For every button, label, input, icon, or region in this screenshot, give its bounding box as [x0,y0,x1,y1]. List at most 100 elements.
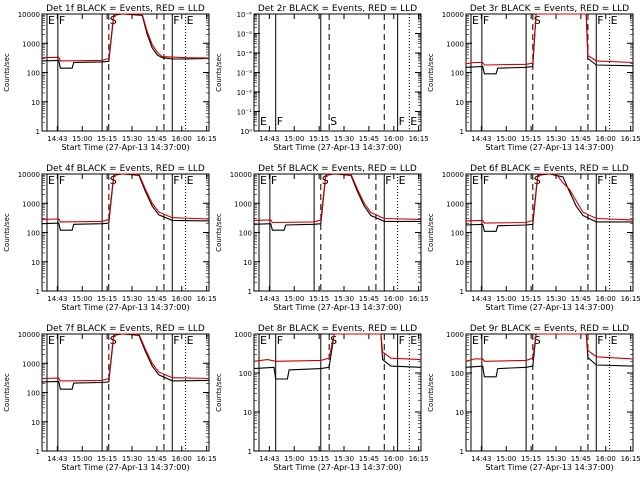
x-tick-label: 15:45 [571,455,591,463]
x-tick-label: 14:43 [471,455,491,463]
y-tick-label: 10 [31,259,40,267]
panel-5: Det 5f BLACK = Events, RED = LLD Counts/s… [215,164,429,312]
chart-title: Det 5f BLACK = Events, RED = LLD [258,164,417,174]
phase-marker-label: F [597,334,603,347]
x-tick-label: 15:00 [284,135,304,143]
y-tick-label: 10⁻⁶ [237,11,253,19]
plot-frame [41,333,210,452]
y-tick-label: 100 [27,390,40,398]
x-tick-label: 14:43 [259,295,279,303]
y-tick-label: 10000 [18,331,40,339]
phase-marker-label: E [472,174,479,187]
plot-frame [41,13,210,132]
x-tick-label: 15:45 [147,455,167,463]
plot-frame [465,13,634,132]
chart-title: Det 3r BLACK = Events, RED = LLD [470,4,629,14]
phase-marker-label: F [271,174,277,187]
x-axis-label: Start Time (27-Apr-13 14:37:00) [485,303,613,312]
phase-marker-label: E [187,14,194,27]
events-series-line [41,13,210,69]
x-tick-label: 15:00 [284,455,304,463]
phase-marker-label: F [277,115,283,128]
x-axis-label: Start Time (27-Apr-13 14:37:00) [61,143,189,152]
y-tick-label: 10000 [442,171,464,179]
y-tick-label: 1000 [234,200,252,208]
y-tick-label: 10⁻³ [237,70,253,78]
x-tick-label: 15:30 [546,295,566,303]
x-tick-label: 15:15 [97,135,117,143]
phase-marker-label: F [597,174,603,187]
panel-4: Det 4f BLACK = Events, RED = LLD Counts/s… [3,164,217,312]
y-tick-label: 100 [451,70,464,78]
y-tick-label: 1 [460,128,464,136]
events-series-line [253,333,422,380]
y-tick-label: 1000 [234,331,252,339]
x-tick-label: 15:45 [571,295,591,303]
phase-marker-label: E [611,14,618,27]
y-tick-label: 1 [460,288,464,296]
x-axis-label: Start Time (27-Apr-13 14:37:00) [273,143,401,152]
x-tick-label: 16:00 [384,295,404,303]
y-tick-label: 10⁻⁴ [237,50,253,58]
phase-marker-label: E [48,334,55,347]
phase-marker-label: S [534,334,541,347]
plot-frame [41,173,210,292]
y-tick-label: 10 [455,409,464,417]
phase-marker-label: E [611,174,618,187]
y-tick-label: 10⁻² [237,89,253,97]
x-tick-label: 14:43 [471,295,491,303]
x-axis-label: Start Time (27-Apr-13 14:37:00) [485,463,613,472]
x-tick-label: 15:15 [309,455,329,463]
y-tick-label: 1 [36,288,40,296]
lld-series-line [253,333,422,362]
y-tick-label: 10⁰ [240,128,252,136]
panel-7: Det 7f BLACK = Events, RED = LLD Counts/s… [3,324,217,472]
x-tick-label: 15:15 [97,455,117,463]
y-axis-label: Counts/sec [215,373,223,412]
y-tick-label: 100 [27,70,40,78]
x-tick-label: 15:45 [359,135,379,143]
events-series-line [465,13,634,75]
x-tick-label: 15:15 [309,135,329,143]
y-axis-label: Counts/sec [215,53,223,92]
x-tick-label: 16:15 [621,135,640,143]
x-axis-label: Start Time (27-Apr-13 14:37:00) [61,463,189,472]
phase-marker-label: E [187,334,194,347]
y-axis-label: Counts/sec [427,213,435,252]
x-tick-label: 16:15 [409,455,429,463]
chart-title: Det 7f BLACK = Events, RED = LLD [46,324,205,334]
x-tick-label: 15:00 [496,295,516,303]
plot-frame [253,13,422,132]
y-tick-label: 1 [36,448,40,456]
x-tick-label: 15:45 [359,295,379,303]
x-tick-label: 15:00 [72,135,92,143]
x-tick-label: 15:30 [122,295,142,303]
plot-frame [253,173,422,292]
y-tick-label: 1000 [446,331,464,339]
y-axis-label: Counts/sec [427,373,435,412]
events-series-line [465,333,634,378]
phase-marker-label: E [410,115,417,128]
x-tick-label: 15:15 [309,295,329,303]
x-tick-label: 15:15 [521,135,541,143]
x-tick-label: 15:30 [334,135,354,143]
x-tick-label: 16:00 [596,135,616,143]
y-tick-label: 1000 [446,40,464,48]
y-tick-label: 10 [455,259,464,267]
y-tick-label: 10000 [18,11,40,19]
x-tick-label: 15:15 [521,455,541,463]
phase-marker-label: F [59,14,65,27]
y-tick-label: 1 [248,448,252,456]
x-tick-label: 15:45 [571,135,591,143]
lld-series-line [465,173,634,224]
x-tick-label: 14:43 [259,455,279,463]
y-tick-label: 10 [31,99,40,107]
x-tick-label: 16:15 [197,295,217,303]
y-tick-label: 1000 [22,40,40,48]
chart-title: Det 8r BLACK = Events, RED = LLD [258,324,417,334]
y-tick-label: 10 [243,259,252,267]
x-tick-label: 16:00 [596,295,616,303]
y-tick-label: 10000 [442,11,464,19]
x-tick-label: 15:30 [334,295,354,303]
phase-marker-label: E [48,174,55,187]
